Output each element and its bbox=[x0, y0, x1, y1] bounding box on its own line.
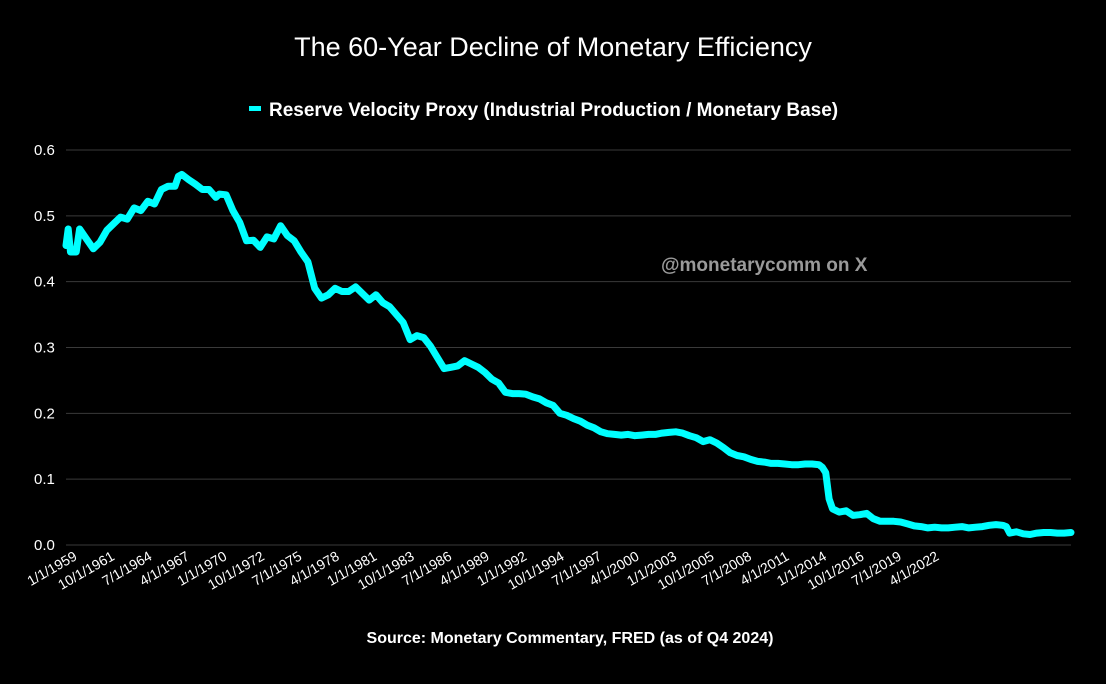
y-tick-label: 0.5 bbox=[34, 208, 55, 225]
y-tick-label: 0.0 bbox=[34, 537, 55, 554]
x-axis: 1/1/195910/1/19617/1/19644/1/19671/1/197… bbox=[24, 548, 941, 593]
y-axis: 0.0 0.1 0.2 0.3 0.4 0.5 0.6 bbox=[34, 142, 55, 554]
series-line bbox=[62, 170, 1075, 538]
watermark-text: @monetarycomm on X bbox=[661, 255, 868, 276]
y-tick-label: 0.1 bbox=[34, 471, 55, 488]
chart-title: The 60-Year Decline of Monetary Efficien… bbox=[294, 32, 812, 62]
y-tick-label: 0.4 bbox=[34, 274, 55, 291]
y-tick-label: 0.3 bbox=[34, 340, 55, 357]
legend-swatch bbox=[249, 106, 261, 111]
legend: Reserve Velocity Proxy (Industrial Produ… bbox=[249, 100, 838, 121]
series-group bbox=[62, 170, 1075, 538]
legend-label: Reserve Velocity Proxy (Industrial Produ… bbox=[269, 100, 838, 121]
y-tick-label: 0.2 bbox=[34, 405, 55, 422]
y-tick-label: 0.6 bbox=[34, 142, 55, 159]
gridlines bbox=[66, 149, 1071, 546]
source-note: Source: Monetary Commentary, FRED (as of… bbox=[367, 630, 774, 647]
